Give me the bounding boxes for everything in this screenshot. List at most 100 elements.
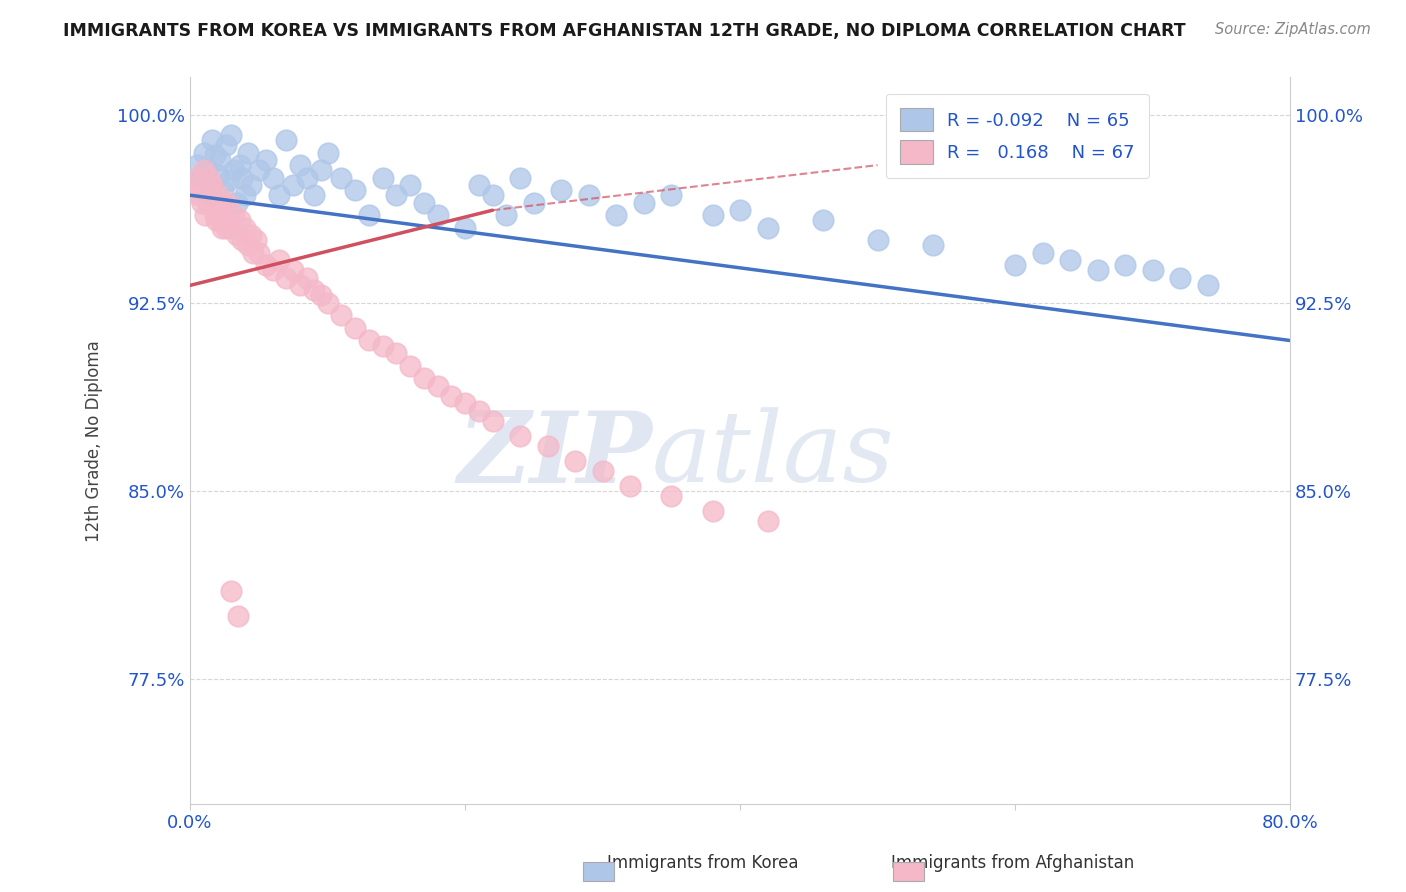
Point: [201, 178, 224, 193]
Text: Immigrants from Afghanistan: Immigrants from Afghanistan: [890, 855, 1135, 872]
Point: [468, 403, 491, 417]
Point: [481, 414, 503, 428]
Point: [756, 220, 779, 235]
Point: [399, 359, 422, 373]
Point: [209, 153, 232, 168]
Point: [288, 158, 311, 172]
Point: [218, 173, 240, 187]
Point: [239, 178, 262, 193]
Point: [357, 208, 380, 222]
Point: [208, 203, 231, 218]
Point: [233, 188, 256, 202]
Point: [201, 133, 224, 147]
Point: [330, 170, 353, 185]
Point: [866, 233, 889, 247]
Point: [659, 188, 682, 202]
Point: [550, 183, 572, 197]
Point: [509, 428, 531, 442]
Point: [211, 220, 233, 235]
Point: [605, 208, 627, 222]
Point: [1168, 271, 1191, 285]
Point: [207, 188, 229, 202]
Point: [385, 188, 408, 202]
Point: [186, 170, 208, 185]
Point: [454, 220, 477, 235]
Point: [254, 258, 277, 272]
Point: [283, 178, 305, 193]
Point: [197, 195, 219, 210]
Point: [309, 288, 332, 302]
Point: [269, 188, 291, 202]
Point: [207, 168, 229, 182]
Point: [198, 170, 221, 185]
Point: [371, 338, 394, 352]
Text: Immigrants from Korea: Immigrants from Korea: [607, 855, 799, 872]
Point: [426, 378, 449, 392]
Point: [205, 213, 228, 227]
Point: [191, 195, 214, 210]
Point: [231, 170, 253, 185]
Point: [262, 263, 284, 277]
Point: [190, 178, 212, 193]
Point: [659, 489, 682, 503]
Point: [330, 309, 353, 323]
Point: [344, 183, 367, 197]
Point: [242, 245, 264, 260]
Point: [316, 145, 339, 160]
Point: [302, 188, 325, 202]
Point: [1031, 245, 1053, 260]
Point: [283, 263, 305, 277]
Point: [426, 208, 449, 222]
Point: [1142, 263, 1164, 277]
Text: IMMIGRANTS FROM KOREA VS IMMIGRANTS FROM AFGHANISTAN 12TH GRADE, NO DIPLOMA CORR: IMMIGRANTS FROM KOREA VS IMMIGRANTS FROM…: [63, 22, 1185, 40]
Point: [218, 213, 240, 227]
Point: [468, 178, 491, 193]
Point: [578, 188, 600, 202]
Point: [412, 371, 434, 385]
Point: [186, 158, 208, 172]
Point: [236, 145, 259, 160]
Point: [371, 170, 394, 185]
Point: [204, 208, 226, 222]
Point: [195, 183, 218, 197]
Point: [276, 271, 298, 285]
Point: [728, 203, 751, 218]
Point: [215, 220, 238, 235]
Point: [228, 213, 250, 227]
Point: [183, 183, 205, 197]
Point: [921, 238, 943, 252]
Point: [564, 454, 586, 468]
Point: [1087, 263, 1109, 277]
Point: [193, 145, 215, 160]
Point: [316, 296, 339, 310]
Point: [236, 238, 259, 252]
Point: [276, 133, 298, 147]
Point: [212, 183, 235, 197]
Point: [295, 170, 318, 185]
Point: [440, 389, 463, 403]
Point: [385, 346, 408, 360]
Point: [194, 208, 217, 222]
Point: [495, 208, 517, 222]
Point: [811, 213, 834, 227]
Point: [288, 278, 311, 293]
Point: [309, 163, 332, 178]
Point: [225, 228, 247, 243]
Legend: R = -0.092    N = 65, R =   0.168    N = 67: R = -0.092 N = 65, R = 0.168 N = 67: [886, 94, 1149, 178]
Point: [222, 208, 245, 222]
Point: [295, 271, 318, 285]
Point: [1197, 278, 1219, 293]
Point: [481, 188, 503, 202]
Point: [204, 148, 226, 162]
Point: [454, 396, 477, 410]
Point: [592, 464, 614, 478]
Point: [215, 138, 238, 153]
Point: [222, 163, 245, 178]
Point: [226, 609, 249, 624]
Point: [302, 284, 325, 298]
Point: [239, 228, 262, 243]
Text: atlas: atlas: [652, 408, 894, 503]
Point: [217, 195, 239, 210]
Point: [245, 233, 267, 247]
Point: [195, 163, 218, 178]
